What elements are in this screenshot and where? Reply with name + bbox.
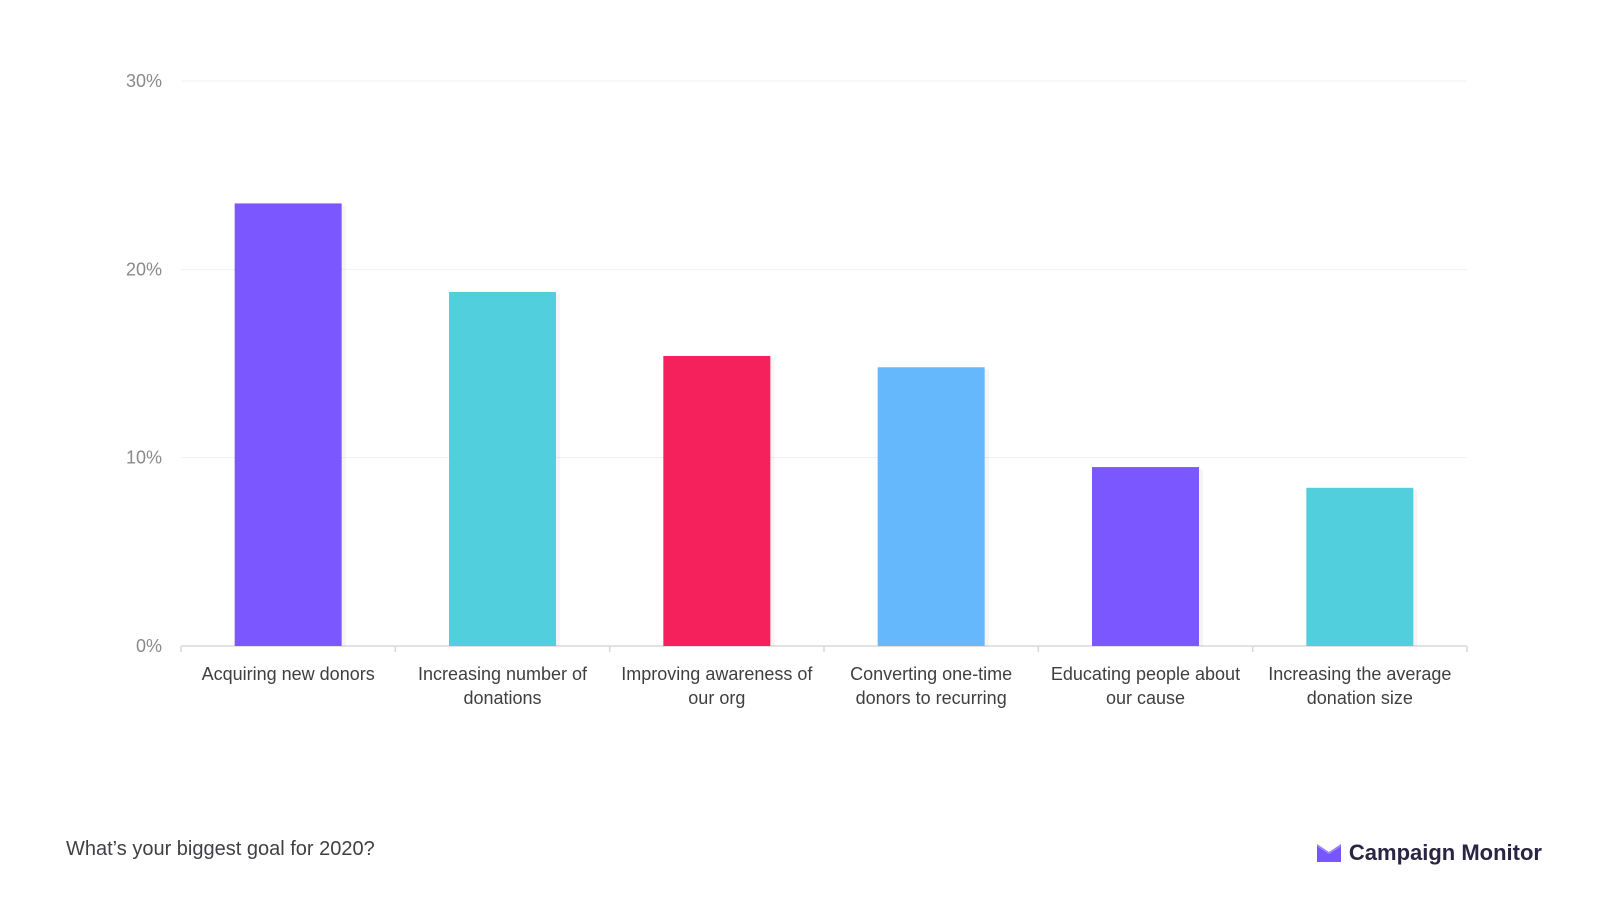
y-axis-tick-labels: 0% 10% 20% 30%	[126, 71, 162, 656]
bar	[449, 291, 556, 646]
bar	[1306, 487, 1414, 646]
x-category-label: Increasing number of donations	[418, 664, 588, 708]
x-category-label: Improving awareness of our org	[621, 664, 813, 708]
brand: Campaign Monitor	[1316, 840, 1542, 866]
envelope-logo-icon	[1316, 844, 1341, 862]
bar-chart: 0% 10% 20% 30% Acquiring new donors Increasi…	[126, 71, 1468, 708]
x-axis-category-labels: Acquiring new donors Increasing number of…	[202, 664, 1452, 708]
y-tick-label: 0%	[136, 636, 162, 656]
x-category-label: Acquiring new donors	[202, 664, 375, 684]
y-tick-label: 30%	[126, 71, 162, 91]
bar	[663, 355, 771, 646]
brand-name: Campaign Monitor	[1348, 840, 1542, 865]
x-category-label: Increasing the average donation size	[1268, 664, 1451, 708]
chart-question-caption: What’s your biggest goal for 2020?	[66, 838, 375, 860]
x-axis	[180, 645, 1468, 652]
x-category-label: Educating people about our cause	[1051, 664, 1240, 708]
x-category-label: Converting one-time donors to recurring	[850, 664, 1012, 708]
grid-lines	[181, 80, 1467, 459]
y-tick-label: 10%	[126, 448, 162, 468]
bar	[234, 203, 342, 646]
bar	[877, 367, 985, 646]
bar	[1092, 467, 1199, 646]
y-tick-label: 20%	[126, 259, 162, 279]
bars	[234, 203, 1418, 646]
